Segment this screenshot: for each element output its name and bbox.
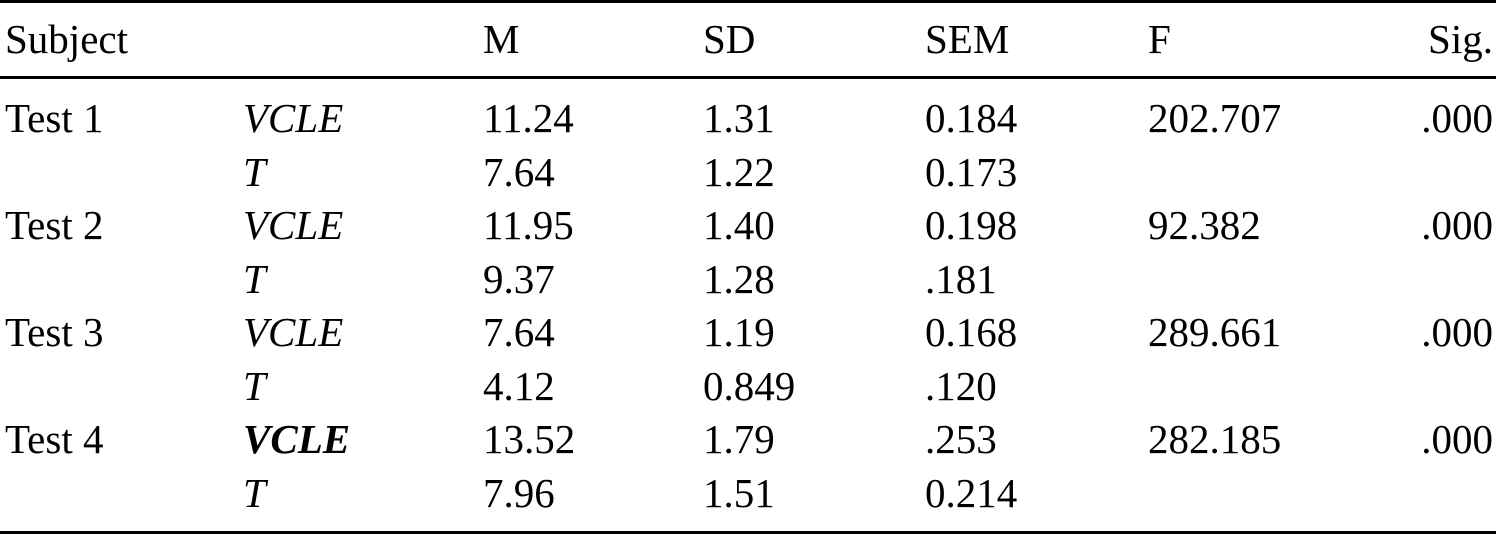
cell-sem: .120: [925, 362, 997, 409]
cell-group: VCLE: [243, 309, 344, 355]
cell-f: 282.185: [1148, 416, 1282, 462]
table-row: Test 2 VCLE 11.95 1.40 0.198 92.382 .000: [0, 199, 1496, 253]
cell-sig: .000: [1421, 202, 1493, 248]
cell-sem: 0.168: [925, 309, 1018, 355]
cell-sem: .181: [925, 255, 997, 302]
cell-f: 92.382: [1148, 202, 1261, 248]
cell-m: 11.24: [483, 95, 574, 141]
cell-sd: 1.22: [703, 148, 775, 195]
cell-m: 7.96: [483, 469, 555, 516]
cell-sd: 1.19: [703, 309, 775, 355]
table-row: T 9.37 1.28 .181: [0, 253, 1496, 307]
cell-group: T: [243, 255, 266, 302]
table-row: T 7.64 1.22 0.173: [0, 146, 1496, 200]
cell-subject: Test 4: [5, 416, 104, 462]
header-m: M: [483, 16, 520, 62]
cell-group: VCLE: [243, 202, 344, 248]
cell-m: 4.12: [483, 362, 555, 409]
cell-sem: 0.173: [925, 148, 1018, 195]
cell-group: T: [243, 362, 266, 409]
header-row: Subject M SD SEM F Sig.: [0, 13, 1496, 67]
cell-group: VCLE: [243, 95, 344, 141]
cell-subject: Test 2: [5, 202, 104, 248]
cell-sem: 0.198: [925, 202, 1018, 248]
cell-sd: 0.849: [703, 362, 796, 409]
cell-m: 13.52: [483, 416, 576, 462]
cell-sem: .253: [925, 416, 997, 462]
cell-group: T: [243, 148, 266, 195]
cell-m: 9.37: [483, 255, 555, 302]
cell-subject: Test 3: [5, 309, 104, 355]
cell-sd: 1.31: [703, 95, 775, 141]
header-rule: [0, 76, 1496, 79]
cell-sd: 1.40: [703, 202, 775, 248]
top-rule: [0, 0, 1496, 3]
header-sd: SD: [703, 16, 756, 62]
header-f: F: [1148, 16, 1171, 62]
cell-sd: 1.28: [703, 255, 775, 302]
cell-sig: .000: [1421, 416, 1493, 462]
cell-subject: Test 1: [5, 95, 104, 141]
cell-sd: 1.51: [703, 469, 775, 516]
header-sig: Sig.: [1428, 16, 1493, 62]
table-row: Test 1 VCLE 11.24 1.31 0.184 202.707 .000: [0, 92, 1496, 146]
table-row: Test 4 VCLE 13.52 1.79 .253 282.185 .000: [0, 413, 1496, 467]
cell-f: 202.707: [1148, 95, 1282, 141]
bottom-rule: [0, 531, 1496, 534]
cell-m: 11.95: [483, 202, 574, 248]
cell-sem: 0.184: [925, 95, 1018, 141]
cell-sig: .000: [1421, 95, 1493, 141]
cell-m: 7.64: [483, 309, 555, 355]
cell-f: 289.661: [1148, 309, 1282, 355]
table-row: Test 3 VCLE 7.64 1.19 0.168 289.661 .000: [0, 306, 1496, 360]
table-row: T 7.96 1.51 0.214: [0, 467, 1496, 521]
header-subject: Subject: [5, 16, 128, 62]
cell-sd: 1.79: [703, 416, 775, 462]
cell-sem: 0.214: [925, 469, 1018, 516]
header-sem: SEM: [925, 16, 1010, 62]
cell-m: 7.64: [483, 148, 555, 195]
table-row: T 4.12 0.849 .120: [0, 360, 1496, 414]
cell-group: T: [243, 469, 266, 516]
cell-sig: .000: [1421, 309, 1493, 355]
cell-group: VCLE: [243, 416, 351, 462]
